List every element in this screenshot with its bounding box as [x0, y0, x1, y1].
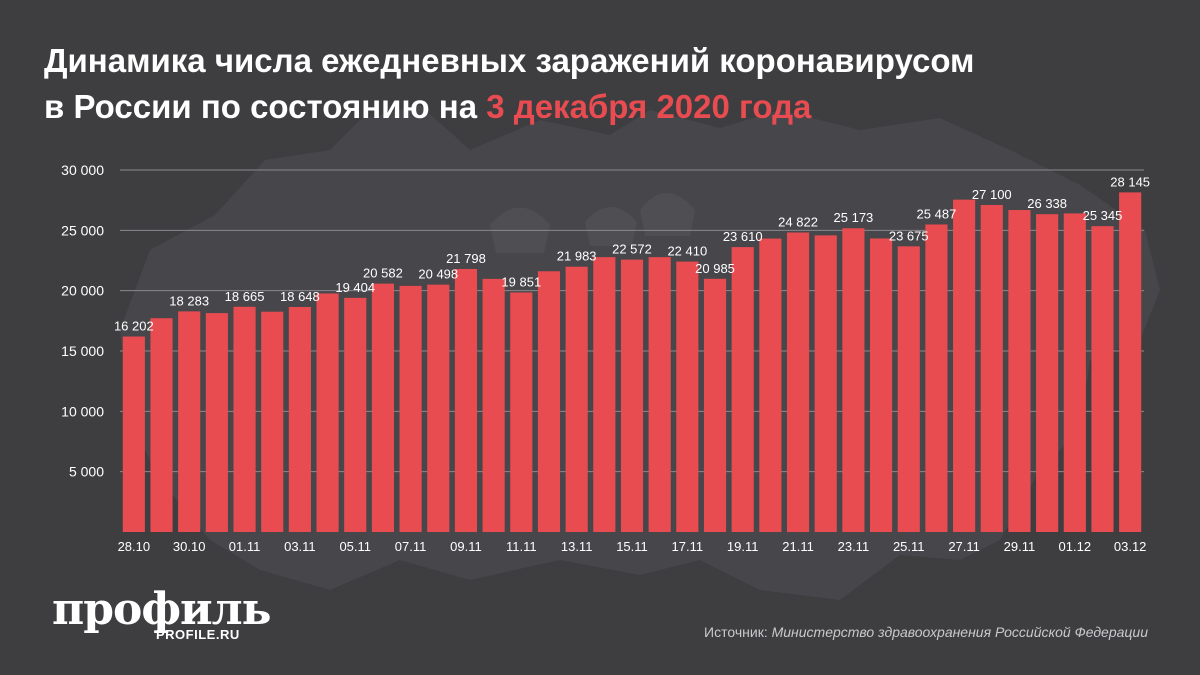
bar — [593, 257, 616, 532]
x-tick-label: 13.11 — [561, 539, 593, 554]
data-label: 20 498 — [418, 267, 458, 282]
bar — [759, 238, 782, 532]
x-tick-label: 19.11 — [727, 539, 759, 554]
data-label: 20 582 — [363, 266, 403, 281]
data-label: 18 665 — [225, 289, 265, 304]
x-tick-label: 27.11 — [948, 539, 980, 554]
bar — [814, 235, 837, 532]
x-tick-label: 29.11 — [1004, 539, 1036, 554]
data-label: 19 404 — [335, 280, 375, 295]
data-label: 16 202 — [114, 318, 154, 333]
title-line-1: Динамика числа ежедневных заражений коро… — [44, 42, 975, 79]
bar — [316, 293, 339, 532]
source-prefix: Источник: — [704, 624, 772, 640]
bar — [371, 283, 394, 532]
bar — [537, 271, 561, 532]
bar — [648, 257, 671, 532]
bar — [897, 246, 920, 533]
y-tick-label: 20 000 — [61, 283, 104, 299]
x-tick-label: 03.11 — [284, 539, 316, 554]
source-note: Источник: Министерство здравоохранения Р… — [704, 624, 1148, 640]
x-tick-label: 25.11 — [893, 539, 925, 554]
x-tick-label: 09.11 — [450, 539, 482, 554]
y-tick-label: 30 000 — [61, 162, 104, 178]
profile-logo: профиль — [52, 584, 272, 635]
y-axis-tick-layer: 5 000 10 000 15 000 20 000 25 000 30 000 — [61, 162, 104, 480]
x-tick-label: 05.11 — [339, 539, 371, 554]
y-tick-label: 10 000 — [61, 403, 104, 419]
x-tick-label: 01.11 — [229, 539, 261, 554]
bar — [427, 284, 450, 532]
data-label: 18 648 — [280, 289, 320, 304]
data-label: 23 610 — [723, 229, 763, 244]
x-tick-label: 28.10 — [118, 539, 151, 554]
bar — [1119, 192, 1142, 532]
bar — [1091, 226, 1114, 532]
y-tick-label: 5 000 — [69, 464, 104, 480]
bar — [399, 285, 422, 532]
bar — [620, 259, 644, 532]
x-tick-label: 07.11 — [395, 539, 427, 554]
data-label: 25 487 — [917, 206, 957, 221]
y-tick-label: 15 000 — [61, 343, 104, 359]
data-label: 27 100 — [972, 187, 1012, 202]
x-tick-label: 15.11 — [616, 539, 648, 554]
data-label: 25 345 — [1083, 208, 1123, 223]
bar — [344, 297, 367, 532]
bar — [925, 224, 948, 533]
bar — [980, 204, 1003, 532]
x-tick-label: 30.10 — [173, 539, 206, 554]
data-label: 24 822 — [778, 214, 818, 229]
bar — [731, 247, 754, 532]
y-tick-label: 25 000 — [61, 222, 104, 238]
bar — [1008, 210, 1031, 532]
x-tick-label: 03.12 — [1114, 539, 1147, 554]
bar — [233, 306, 256, 532]
data-label: 25 173 — [834, 210, 874, 225]
data-label: 26 338 — [1027, 196, 1067, 211]
data-label: 19 851 — [501, 274, 541, 289]
x-axis-tick-layer: 28.10 30.10 01.11 03.11 05.11 07.11 09.11 11.11… — [118, 539, 1147, 554]
bar — [1063, 213, 1086, 532]
bar — [150, 318, 173, 532]
x-tick-label: 23.11 — [838, 539, 870, 554]
data-label: 28 145 — [1110, 174, 1150, 189]
data-label: 18 283 — [169, 293, 209, 308]
data-label: 21 983 — [557, 249, 597, 264]
bar — [482, 278, 505, 532]
bar — [454, 268, 478, 532]
bar — [205, 313, 228, 532]
x-tick-label: 21.11 — [782, 539, 814, 554]
profile-site-label: PROFILE.RU — [156, 627, 240, 642]
data-label: 22 572 — [612, 242, 652, 257]
bar — [703, 278, 727, 532]
bar-layer — [122, 192, 1142, 533]
bar — [842, 228, 865, 533]
bar — [676, 261, 699, 532]
chart-title: Динамика числа ежедневных заражений коро… — [44, 38, 1174, 130]
x-tick-label: 01.12 — [1059, 539, 1092, 554]
bar — [953, 199, 976, 532]
source-name: Министерство здравоохранения Российской … — [771, 624, 1148, 640]
bar — [178, 311, 201, 532]
bar — [510, 292, 533, 532]
data-label: 22 410 — [667, 244, 707, 259]
bar — [288, 306, 311, 532]
x-tick-label: 17.11 — [672, 539, 704, 554]
bar — [1036, 214, 1059, 532]
bar — [261, 311, 284, 532]
bar — [870, 238, 893, 533]
bar — [565, 266, 588, 532]
data-label: 20 985 — [695, 261, 735, 276]
title-date-highlight: 3 декабря 2020 года — [486, 88, 812, 125]
title-line-2: в России по состоянию на — [44, 88, 487, 125]
bar — [122, 336, 145, 532]
data-label: 23 675 — [889, 228, 929, 243]
data-label: 21 798 — [446, 251, 486, 266]
bar — [786, 232, 810, 532]
x-tick-label: 11.11 — [506, 539, 537, 554]
